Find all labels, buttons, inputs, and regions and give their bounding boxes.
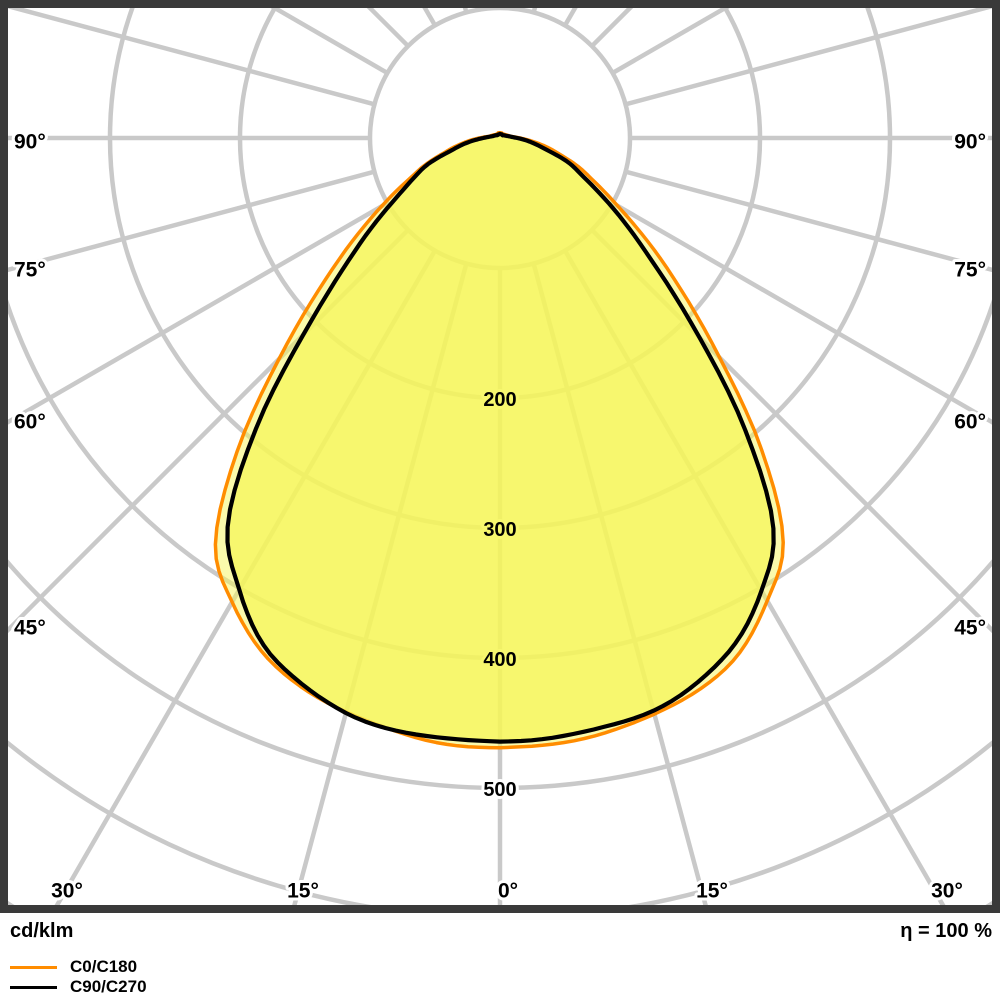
svg-text:400: 400: [483, 649, 516, 671]
unit-label: cd/klm: [10, 920, 74, 942]
svg-text:45°: 45°: [954, 617, 986, 640]
footer: cd/klm η = 100 % C0/C180 C90/C270: [0, 913, 1000, 1000]
svg-text:30°: 30°: [51, 880, 83, 903]
footer-row: cd/klm η = 100 %: [10, 920, 992, 943]
svg-text:60°: 60°: [14, 411, 46, 434]
svg-text:45°: 45°: [14, 617, 46, 640]
svg-text:15°: 15°: [696, 880, 728, 903]
svg-text:60°: 60°: [954, 411, 986, 434]
legend: C0/C180 C90/C270: [10, 957, 147, 997]
svg-text:90°: 90°: [954, 131, 986, 154]
svg-text:75°: 75°: [14, 259, 46, 282]
polar-chart: 200 300 400 500 90° 75° 60° 45° 90° 75° 60° 45° 30° 1…: [0, 0, 1000, 913]
svg-text:15°: 15°: [287, 880, 319, 903]
legend-item-c0-c180: C0/C180: [10, 957, 147, 977]
svg-text:90°: 90°: [14, 131, 46, 154]
legend-swatch-c0-c180: [10, 965, 57, 969]
svg-text:200: 200: [483, 389, 516, 411]
legend-item-c90-c270: C90/C270: [10, 977, 147, 997]
svg-text:0°: 0°: [498, 880, 518, 903]
svg-text:300: 300: [483, 519, 516, 541]
svg-text:30°: 30°: [931, 880, 963, 903]
legend-label-c0-c180: C0/C180: [70, 957, 138, 976]
efficiency-label: η = 100 %: [900, 920, 992, 942]
legend-label-c90-c270: C90/C270: [70, 977, 147, 996]
svg-text:500: 500: [483, 779, 516, 801]
plot-frame: 200 300 400 500 90° 75° 60° 45° 90° 75° 60° 45° 30° 1…: [0, 0, 1000, 913]
legend-swatch-c90-c270: [10, 985, 57, 989]
svg-text:75°: 75°: [954, 259, 986, 282]
